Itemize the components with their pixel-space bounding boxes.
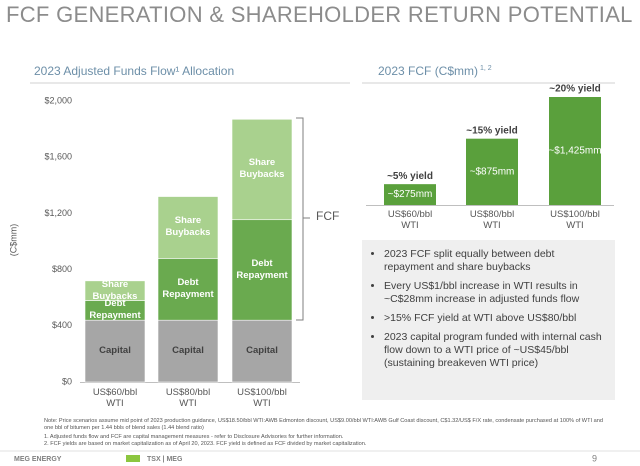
bar-annotation: ~20% yield [549, 84, 600, 95]
x-tick-label: US$80/bbl WTI [469, 209, 515, 231]
segment-label: Capital [99, 345, 131, 357]
bar-segment [231, 319, 293, 383]
value-label: ~$1,425mm [548, 146, 601, 157]
chart-title-text: 2023 FCF (C$mm) [378, 64, 478, 78]
y-tick-label: $800 [52, 264, 72, 274]
segment-label: Share Buybacks [92, 278, 138, 302]
segment-label: Debt Repayment [89, 298, 141, 322]
y-tick-label: $1,200 [44, 208, 72, 218]
bar [549, 97, 601, 205]
footnote: 1. Adjusted funds flow and FCF are capit… [44, 434, 344, 440]
bullet-item: >15% FCF yield at WTI above US$80/bbl [384, 312, 605, 325]
y-tick-label: $400 [52, 320, 72, 330]
value-label: ~$275mm [388, 189, 433, 200]
bar-segment [84, 280, 146, 301]
bar-segment [157, 258, 219, 321]
bullet-item: Every US$1/bbl increase in WTI results i… [384, 280, 605, 306]
segment-label: Capital [172, 345, 204, 357]
footer-accent [126, 455, 140, 462]
chart-title: 2023 Adjusted Funds Flow¹ Allocation [34, 64, 234, 78]
chart-title-superscript: 1, 2 [480, 65, 492, 72]
footnote: 2. FCF yields are based on market capita… [44, 441, 367, 447]
bullet-list: 2023 FCF split equally between debt repa… [372, 248, 605, 370]
bar-segment [157, 319, 219, 383]
footnote: Note: Price scenarios assume mid point o… [44, 418, 603, 431]
x-tick-label: US$100/bbl WTI [237, 387, 287, 409]
y-tick-label: $0 [62, 376, 72, 386]
bullet-item: 2023 FCF split equally between debt repa… [384, 248, 605, 274]
segment-label: Share Buybacks [165, 215, 211, 239]
y-tick-label: $2,000 [44, 95, 72, 105]
bullet-item: 2023 capital program funded with interna… [384, 331, 605, 370]
footer-ticker: TSX | MEG [147, 456, 183, 463]
bar-segment [231, 118, 293, 221]
x-tick-label: US$100/bbl WTI [550, 209, 600, 231]
segment-label: Debt Repayment [162, 277, 214, 301]
chart-title: 2023 FCF (C$mm) 1, 2 [378, 64, 492, 78]
bullet-box: 2023 FCF split equally between debt repa… [362, 240, 615, 400]
y-tick-label: $1,600 [44, 152, 72, 162]
segment-label: Debt Repayment [236, 257, 288, 281]
bar [384, 184, 436, 205]
slide-title: FCF GENERATION & SHAREHOLDER RETURN POTE… [6, 2, 633, 27]
page-number: 9 [592, 453, 597, 463]
bar [466, 138, 518, 205]
segment-label: Capital [246, 345, 278, 357]
x-tick-label: US$80/bbl WTI [165, 387, 211, 409]
value-label: ~$875mm [470, 166, 515, 177]
x-tick-label: US$60/bbl WTI [92, 387, 138, 409]
footnotes: Note: Price scenarios assume mid point o… [44, 418, 604, 448]
y-axis-title: (C$mm) [8, 224, 18, 257]
segment-label: Share Buybacks [239, 157, 285, 181]
fcf-annotation: FCF [316, 209, 339, 223]
bar-annotation: ~15% yield [466, 125, 517, 136]
fcf-bracket [296, 117, 310, 321]
bar-annotation: ~5% yield [387, 171, 433, 182]
footer-logo: MEG ENERGY [14, 456, 62, 463]
x-tick-label: US$60/bbl WTI [387, 209, 433, 231]
bar-segment [157, 196, 219, 259]
